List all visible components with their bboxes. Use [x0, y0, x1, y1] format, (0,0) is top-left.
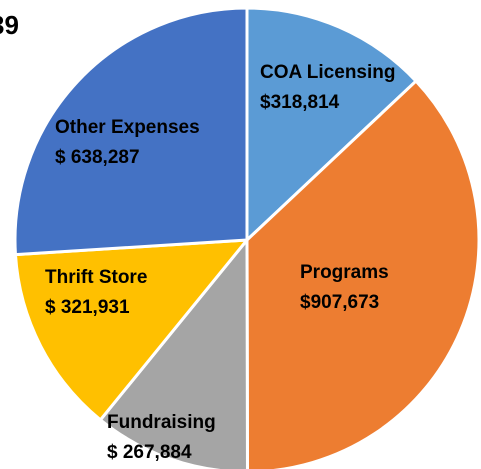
slice-value: $ 267,884	[107, 442, 192, 463]
slice-value: $318,814	[260, 92, 340, 113]
slice-label: Other Expenses	[55, 117, 200, 138]
slice-value: $907,673	[300, 292, 379, 313]
slice-label: Fundraising	[107, 412, 216, 433]
pie-slice	[245, 79, 481, 469]
slice-value: $ 321,931	[45, 297, 130, 318]
pie-slice	[13, 6, 249, 257]
pie-slice	[13, 238, 249, 422]
slice-label: COA Licensing	[260, 62, 395, 83]
pie-slice	[98, 238, 249, 469]
pie-slice	[245, 6, 418, 242]
chart-title: 39	[0, 10, 19, 40]
slice-label: Programs	[300, 262, 389, 283]
slice-value: $ 638,287	[55, 147, 140, 168]
slice-label: Thrift Store	[45, 267, 147, 288]
